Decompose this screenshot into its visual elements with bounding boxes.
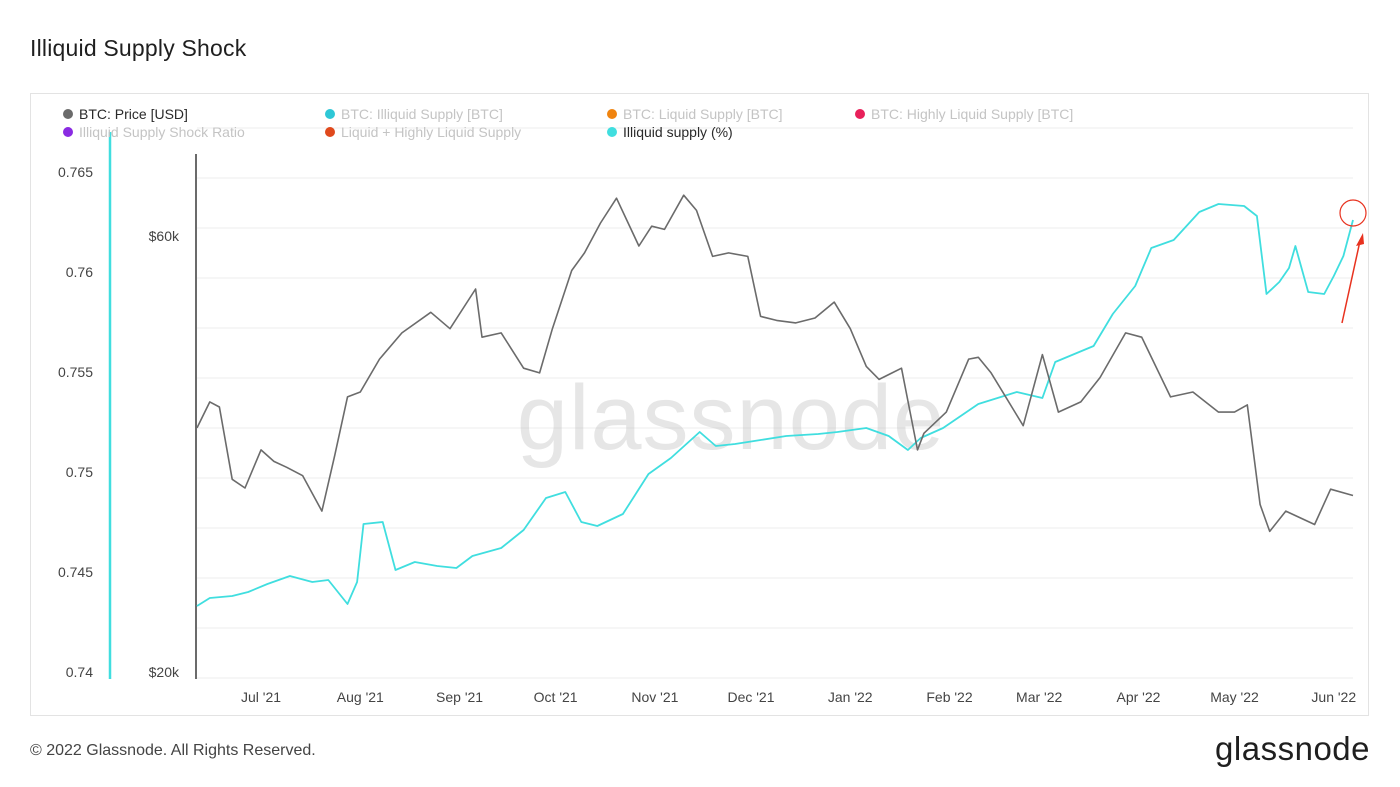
x-axis-tick-label: Jan '22 — [828, 689, 873, 705]
legend-dot — [63, 127, 73, 137]
gridlines — [197, 127, 1353, 679]
x-axis-tick-label: Feb '22 — [926, 689, 972, 705]
annotation-arrow-head — [1356, 233, 1364, 246]
legend-label: Illiquid Supply Shock Ratio — [79, 124, 245, 140]
legend-label: BTC: Illiquid Supply [BTC] — [341, 106, 503, 122]
left-axis-tick-label: 0.74 — [66, 664, 93, 680]
legend-item[interactable]: BTC: Illiquid Supply [BTC] — [325, 106, 503, 122]
x-axis-tick-label: May '22 — [1210, 689, 1259, 705]
legend-dot — [607, 127, 617, 137]
legend-dot — [63, 109, 73, 119]
page-title: Illiquid Supply Shock — [30, 35, 247, 61]
x-axis-tick-label: Aug '21 — [337, 689, 384, 705]
price-axis-tick-label: $60k — [149, 228, 180, 244]
legend-item[interactable]: Illiquid supply (%) — [607, 124, 733, 140]
x-axis-tick-label: Jun '22 — [1311, 689, 1356, 705]
legend-dot — [607, 109, 617, 119]
left-axis-tick-label: 0.755 — [58, 364, 93, 380]
legend-label: Liquid + Highly Liquid Supply — [341, 124, 522, 140]
price-axis-tick-label: $20k — [149, 664, 180, 680]
x-axis-tick-label: Dec '21 — [727, 689, 774, 705]
chart-container: glassnode 0.74 0.745 0.75 0.755 0.76 0.765 $20k… — [30, 93, 1369, 716]
legend: BTC: Price [USD] BTC: Illiquid Supply [BT… — [63, 106, 1363, 142]
watermark-text: glassnode — [517, 367, 945, 469]
left-axis-tick-label: 0.76 — [66, 264, 93, 280]
left-axis-tick-label: 0.75 — [66, 464, 93, 480]
legend-item[interactable]: BTC: Liquid Supply [BTC] — [607, 106, 783, 122]
glassnode-logo[interactable]: glassnode — [1215, 730, 1370, 767]
legend-item[interactable]: Liquid + Highly Liquid Supply — [325, 124, 521, 140]
btc-price-line — [196, 194, 1354, 533]
x-axis-tick-label: Apr '22 — [1116, 689, 1160, 705]
annotation-arrow — [1341, 233, 1364, 324]
annotation-circle — [1339, 199, 1367, 227]
legend-label: BTC: Price [USD] — [79, 106, 188, 122]
illiquid-supply-pct-series — [196, 203, 1354, 607]
legend-item[interactable]: BTC: Price [USD] — [63, 106, 188, 122]
btc-price-series — [196, 194, 1354, 533]
legend-item[interactable]: BTC: Highly Liquid Supply [BTC] — [855, 106, 1073, 122]
x-axis-tick-label: Sep '21 — [436, 689, 483, 705]
legend-dot — [325, 109, 335, 119]
legend-dot — [855, 109, 865, 119]
x-axis-tick-label: Jul '21 — [241, 689, 281, 705]
left-axis-tick-label: 0.745 — [58, 564, 93, 580]
illiquid-supply-pct-line — [196, 203, 1354, 607]
copyright-text: © 2022 Glassnode. All Rights Reserved. — [30, 742, 316, 759]
x-axis-tick-label: Nov '21 — [631, 689, 678, 705]
legend-label: BTC: Highly Liquid Supply [BTC] — [871, 106, 1074, 122]
legend-item[interactable]: Illiquid Supply Shock Ratio — [63, 124, 245, 140]
chart-canvas[interactable]: glassnode 0.74 0.745 0.75 0.755 0.76 0.765 $20k… — [31, 94, 1370, 717]
legend-label: BTC: Liquid Supply [BTC] — [623, 106, 783, 122]
legend-dot — [325, 127, 335, 137]
left-axis-tick-label: 0.765 — [58, 164, 93, 180]
legend-label: Illiquid supply (%) — [623, 124, 733, 140]
annotation-arrow-shaft — [1341, 240, 1361, 324]
x-axis-tick-label: Oct '21 — [534, 689, 578, 705]
x-axis-tick-label: Mar '22 — [1016, 689, 1062, 705]
